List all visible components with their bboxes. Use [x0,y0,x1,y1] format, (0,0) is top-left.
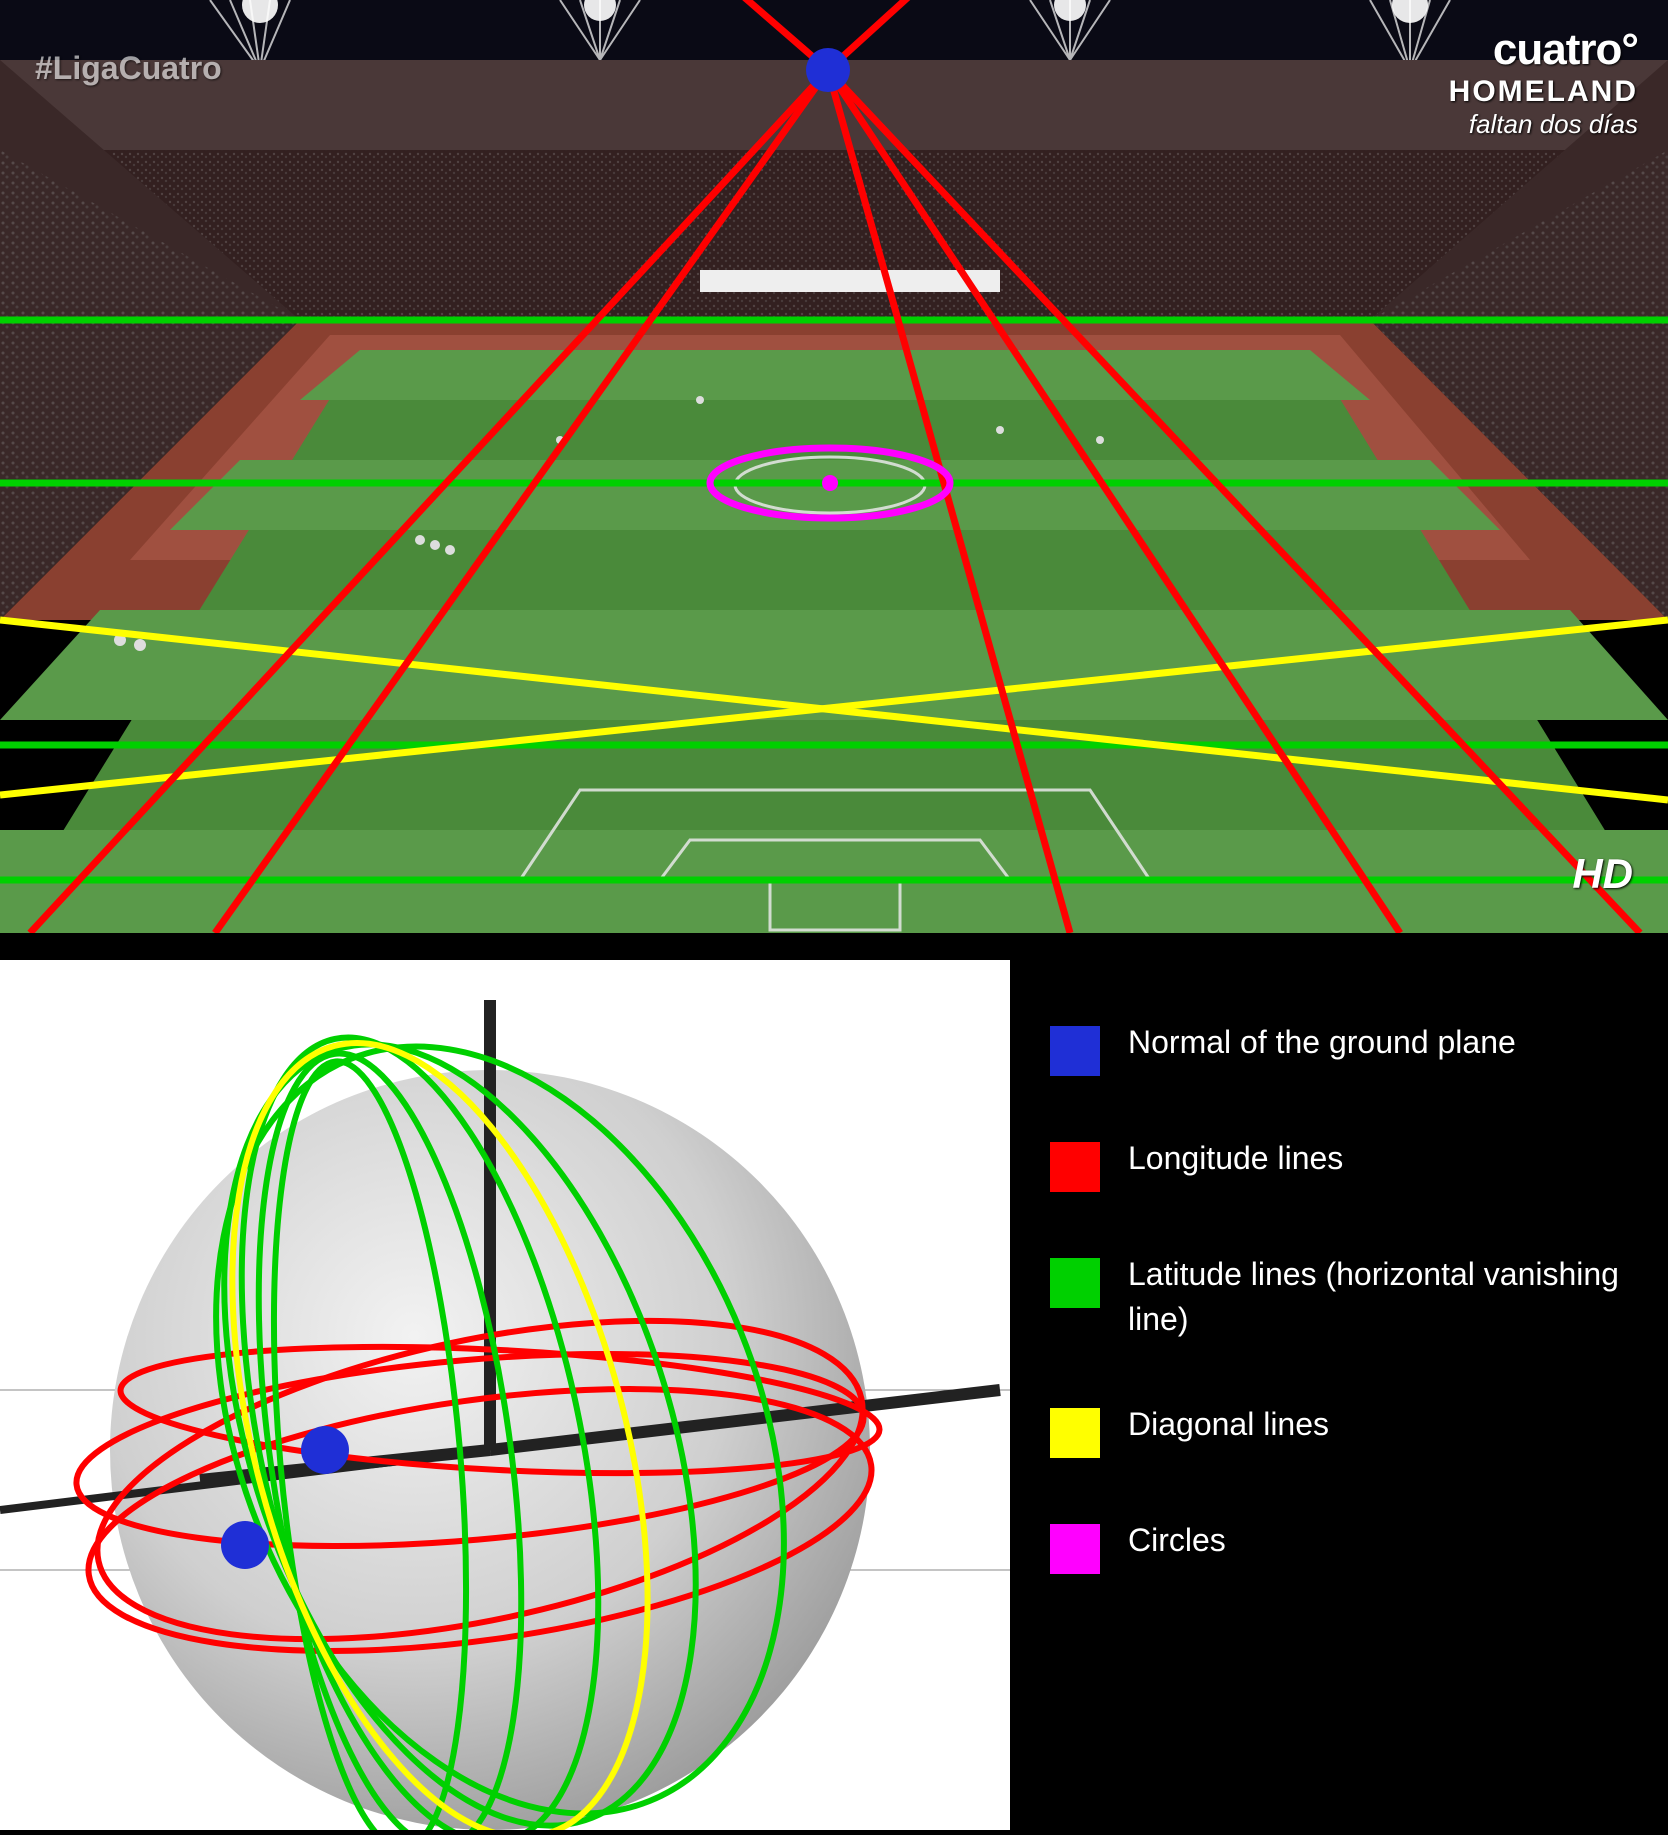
hd-badge: HD [1572,850,1633,898]
legend-swatch [1050,1258,1100,1308]
legend-label: Latitude lines (horizontal vanishing lin… [1128,1252,1630,1342]
perspective-overlay [0,0,1668,933]
legend-swatch [1050,1026,1100,1076]
legend-swatch [1050,1524,1100,1574]
stadium-overlay-panel: #LigaCuatro cuatro° HOMELAND faltan dos … [0,0,1668,933]
legend-item: Latitude lines (horizontal vanishing lin… [1050,1252,1630,1342]
legend-label: Diagonal lines [1128,1402,1329,1447]
legend-item: Longitude lines [1050,1136,1630,1192]
legend-item: Circles [1050,1518,1630,1574]
hashtag-watermark: #LigaCuatro [35,50,222,87]
legend-item: Diagonal lines [1050,1402,1630,1458]
channel-name: cuatro° [1449,25,1638,75]
legend-swatch [1050,1408,1100,1458]
legend-label: Circles [1128,1518,1226,1563]
legend-label: Longitude lines [1128,1136,1343,1181]
sphere-diagram-area [0,960,1010,1830]
bottom-panel: Normal of the ground plane Longitude line… [0,960,1668,1830]
channel-watermark: cuatro° HOMELAND faltan dos días [1449,25,1638,140]
legend-swatch [1050,1142,1100,1192]
legend-item: Normal of the ground plane [1050,1020,1630,1076]
sphere-diagram [0,960,1010,1830]
show-name: HOMELAND [1449,75,1638,109]
show-time: faltan dos días [1449,109,1638,140]
legend: Normal of the ground plane Longitude line… [1050,1020,1630,1634]
legend-label: Normal of the ground plane [1128,1020,1516,1065]
